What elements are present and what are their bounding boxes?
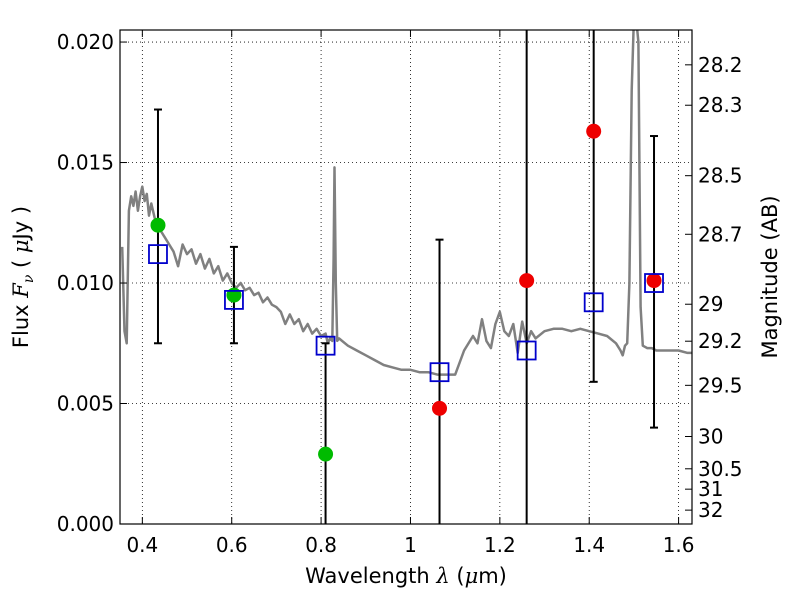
- y-axis-label-subscript: ν: [21, 274, 37, 283]
- y2-tick-label: 28.2: [698, 53, 743, 77]
- y-tick-label: 0.000: [57, 512, 114, 536]
- photometry-point: [226, 287, 242, 303]
- y-tick-label: 0.015: [57, 151, 114, 175]
- model-photometry-square: [583, 292, 604, 313]
- y-tick-label: 0.020: [57, 30, 114, 54]
- x-tick-label: 1.2: [484, 533, 516, 557]
- x-tick-label: 1.6: [663, 533, 695, 557]
- photometry-point: [318, 446, 334, 462]
- plot-frame: [119, 29, 693, 525]
- photometry-point: [519, 273, 535, 289]
- y-tick-label: 0.010: [57, 271, 114, 295]
- x-tick-label: 0.4: [126, 533, 158, 557]
- x-axis-label-unit-symbol: μ: [465, 564, 479, 588]
- y-axis-label: Flux Fν ( μJy ): [9, 206, 37, 348]
- y2-tick-label: 30: [698, 425, 723, 449]
- photometry-point: [150, 217, 166, 233]
- y2-tick-label: 31: [698, 477, 723, 501]
- plot-area: [120, 30, 692, 524]
- y2-tick-label: 32: [698, 498, 723, 522]
- x-axis-label-symbol: λ: [435, 564, 449, 588]
- photometry-points: [148, 123, 664, 462]
- y2-axis-label: Magnitude (AB): [758, 195, 782, 358]
- model-spectrum-line: [120, 30, 692, 376]
- model-photometry-square: [644, 273, 664, 293]
- model-photometry-square: [148, 244, 168, 265]
- y2-tick-label: 29.2: [698, 329, 743, 353]
- y2-tick-label: 30.5: [698, 457, 743, 481]
- photometry-point: [586, 123, 602, 139]
- model-photometry-square: [516, 340, 537, 361]
- y2-tick-label: 28.3: [698, 93, 743, 117]
- y2-tick-label: 28.7: [698, 222, 743, 246]
- x-tick-label: 1.4: [573, 533, 605, 557]
- y-tick-label: 0.005: [57, 392, 114, 416]
- x-tick-label: 0.8: [305, 533, 337, 557]
- model-spectrum: [120, 30, 692, 376]
- y2-tick-label: 29.5: [698, 373, 743, 397]
- photometry-point: [646, 273, 662, 289]
- grid-lines: [120, 30, 692, 524]
- photometry-point: [432, 400, 448, 416]
- x-tick-label: 1: [404, 533, 417, 557]
- x-axis-label: Wavelength λ (μm): [305, 564, 507, 588]
- x-tick-label: 0.6: [216, 533, 248, 557]
- y2-tick-label: 29: [698, 292, 723, 316]
- y-axis-ticks: 0.000 0.005 0.010 0.015 0.020: [57, 30, 127, 536]
- y2-tick-label: 28.5: [698, 164, 743, 188]
- model-photometry-square: [224, 289, 244, 310]
- model-photometry-square: [315, 335, 336, 356]
- y-axis-label-unit-symbol: μ: [9, 239, 33, 253]
- x-axis-ticks: 0.4 0.6 0.8 1 1.2 1.4 1.6: [126, 30, 695, 557]
- y-axis-label-symbol: F: [9, 282, 33, 299]
- model-photometry-square: [429, 362, 450, 383]
